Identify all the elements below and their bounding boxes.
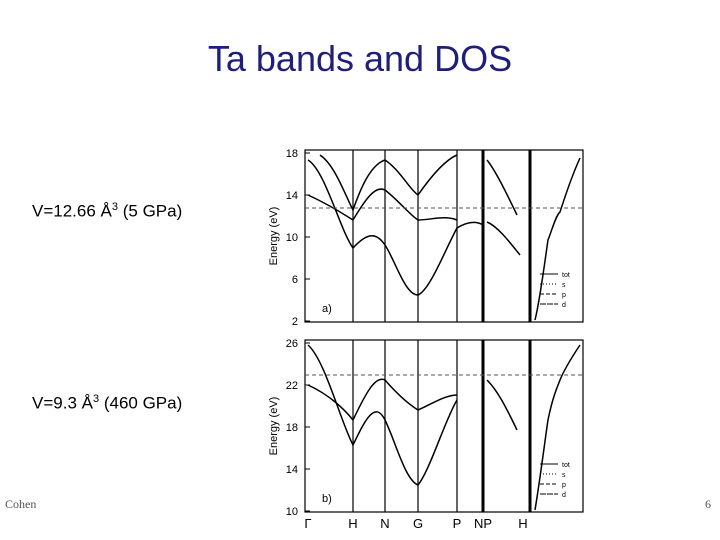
pressure-text: (5 GPa): [122, 201, 183, 221]
legend-label: s: [562, 472, 566, 479]
volume-text: V=12.66 Å: [32, 201, 112, 221]
legend-label: tot: [562, 272, 570, 279]
volume-exponent: 3: [111, 201, 118, 213]
plot-frame: [304, 339, 584, 513]
y-tick-label: 10: [286, 232, 298, 244]
legend-label: d: [562, 302, 566, 309]
pressure-text: (460 GPa): [103, 393, 183, 413]
legend-label: tot: [562, 462, 570, 469]
y-tick-label: 14: [286, 464, 298, 476]
volume-label: V=9.3 Å3 (460 GPa): [32, 393, 182, 414]
panel-label: b): [322, 493, 332, 505]
kpoint-label: NP: [474, 516, 492, 531]
y-tick-label: 6: [292, 274, 298, 286]
kpoint-label: H: [518, 516, 527, 531]
panel-label: a): [322, 303, 332, 315]
kpoint-label: P: [453, 516, 462, 531]
kpoint-label: Γ: [304, 516, 311, 531]
legend-label: s: [562, 282, 566, 289]
y-axis-label: Energy (eV): [268, 207, 280, 266]
y-tick-label: 10: [286, 506, 298, 518]
volume-text: V=9.3 Å: [32, 393, 93, 413]
y-axis-label: Energy (eV): [268, 397, 280, 456]
kpoint-label: H: [348, 516, 357, 531]
kpoint-label: G: [413, 516, 423, 531]
y-tick-label: 2: [292, 316, 298, 328]
kpoint-label: N: [380, 516, 389, 531]
legend-label: d: [562, 492, 566, 499]
footer-author: Cohen: [5, 497, 37, 511]
y-tick-label: 22: [286, 380, 298, 392]
volume-exponent: 3: [92, 393, 100, 405]
y-tick-label: 26: [286, 338, 298, 350]
slide-title: Ta bands and DOS: [207, 38, 513, 79]
y-tick-label: 18: [286, 148, 298, 160]
footer-page: 6: [705, 497, 711, 511]
plot-frame: [304, 149, 584, 323]
y-tick-label: 18: [286, 422, 298, 434]
legend-label: p: [562, 292, 566, 299]
volume-label: V=12.66 Å3 (5 GPa): [32, 201, 182, 222]
y-tick-label: 14: [286, 190, 298, 202]
legend-label: p: [562, 482, 566, 489]
